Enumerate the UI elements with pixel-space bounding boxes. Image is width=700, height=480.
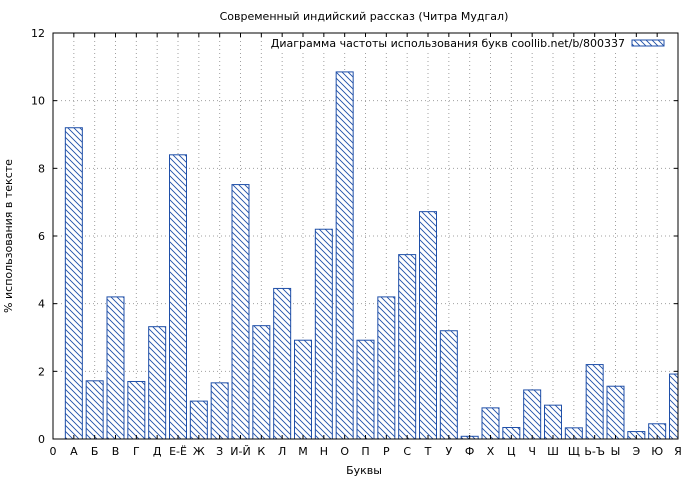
x-tick-label: К	[257, 445, 265, 458]
bar-Ь-Ъ	[585, 364, 604, 440]
bar-Т	[419, 211, 437, 440]
bar-С	[398, 254, 417, 440]
chart-title: Современный индийский рассказ (Читра Муд…	[220, 10, 509, 23]
legend-label: Диаграмма частоты использования букв coo…	[271, 37, 625, 50]
x-tick-label: Ч	[528, 445, 536, 458]
bar-Ш	[544, 404, 562, 440]
x-axis-ticks: 0 А Б В Г Д Е-Ё Ж З И-Й К Л М Н О П Р С Т У Ф Х Ц Ч Ш Щ Ь-Ъ Ы Э Ю Я	[50, 33, 682, 458]
x-tick-label: Ы	[611, 445, 621, 458]
y-tick-label: 4	[38, 298, 45, 311]
bar-В	[106, 296, 125, 440]
y-tick-label: 6	[38, 230, 45, 243]
bar-Я	[669, 373, 679, 440]
x-tick-label: Ж	[193, 445, 205, 458]
x-tick-label: Щ	[568, 445, 580, 458]
y-tick-label: 0	[38, 433, 45, 446]
bar-Е-Ё	[169, 154, 187, 440]
x-tick-label: Э	[632, 445, 640, 458]
legend: Диаграмма частоты использования букв coo…	[271, 37, 675, 53]
grid-lines	[53, 33, 678, 439]
bar-Г	[127, 380, 146, 440]
bar-О	[335, 71, 354, 440]
x-tick-label: У	[445, 445, 452, 458]
y-axis-ticks: 0 2 4 6 8 10 12	[31, 27, 678, 446]
x-tick-label: Х	[487, 445, 495, 458]
legend-background	[273, 37, 675, 53]
bar-Ч	[523, 389, 542, 440]
bar-Н	[314, 228, 333, 440]
x-tick-label: Ф	[465, 445, 474, 458]
x-tick-label: А	[70, 445, 78, 458]
x-tick-label: Р	[383, 445, 390, 458]
bar-К	[252, 325, 271, 440]
x-tick-label: Н	[320, 445, 328, 458]
x-tick-label: Д	[153, 445, 162, 458]
x-tick-label: И-Й	[230, 445, 250, 458]
bar-Л	[273, 287, 292, 440]
x-tick-label: О	[340, 445, 349, 458]
y-tick-label: 10	[31, 95, 45, 108]
bar-Р	[377, 296, 396, 440]
x-tick-label: Б	[91, 445, 99, 458]
x-tick-label: Ц	[507, 445, 516, 458]
bar-У	[439, 330, 458, 440]
x-tick-label: Ю	[651, 445, 663, 458]
x-tick-label: Ш	[547, 445, 559, 458]
x-tick-label: Л	[278, 445, 286, 458]
x-axis-label: Буквы	[346, 464, 382, 477]
legend-swatch	[631, 39, 665, 47]
bar-Б	[85, 380, 104, 440]
x-tick-label: В	[112, 445, 120, 458]
x-tick-label: Т	[424, 445, 432, 458]
bar-П	[356, 339, 375, 440]
bar-Д	[148, 326, 167, 440]
bar-И-Й	[231, 184, 250, 440]
x-tick-label: Е-Ё	[169, 445, 187, 458]
x-tick-label: 0	[50, 445, 57, 458]
y-axis-label: % использования в тексте	[2, 159, 15, 313]
x-tick-label: Я	[674, 445, 682, 458]
bar-М	[294, 339, 312, 440]
bar-Ы	[606, 385, 625, 440]
y-tick-label: 8	[38, 162, 45, 175]
x-tick-label: М	[298, 445, 308, 458]
x-tick-label: П	[361, 445, 369, 458]
x-tick-label: З	[216, 445, 223, 458]
y-tick-label: 2	[38, 365, 45, 378]
y-tick-label: 12	[31, 27, 45, 40]
bars	[64, 71, 679, 440]
x-tick-label: Ь-Ъ	[584, 445, 605, 458]
bar-Ж	[189, 400, 208, 440]
bar-А	[64, 127, 83, 440]
bar-З	[210, 382, 229, 440]
x-tick-label: Г	[133, 445, 140, 458]
x-tick-label: С	[403, 445, 411, 458]
bar-Х	[481, 407, 500, 440]
